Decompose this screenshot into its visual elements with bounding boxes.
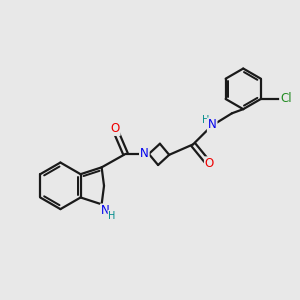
Text: Cl: Cl	[280, 92, 292, 106]
Text: N: N	[208, 118, 217, 131]
Text: N: N	[101, 204, 110, 218]
Text: H: H	[202, 116, 209, 125]
Text: N: N	[140, 147, 149, 161]
Text: H: H	[108, 211, 116, 221]
Text: O: O	[110, 122, 120, 135]
Text: O: O	[205, 157, 214, 170]
